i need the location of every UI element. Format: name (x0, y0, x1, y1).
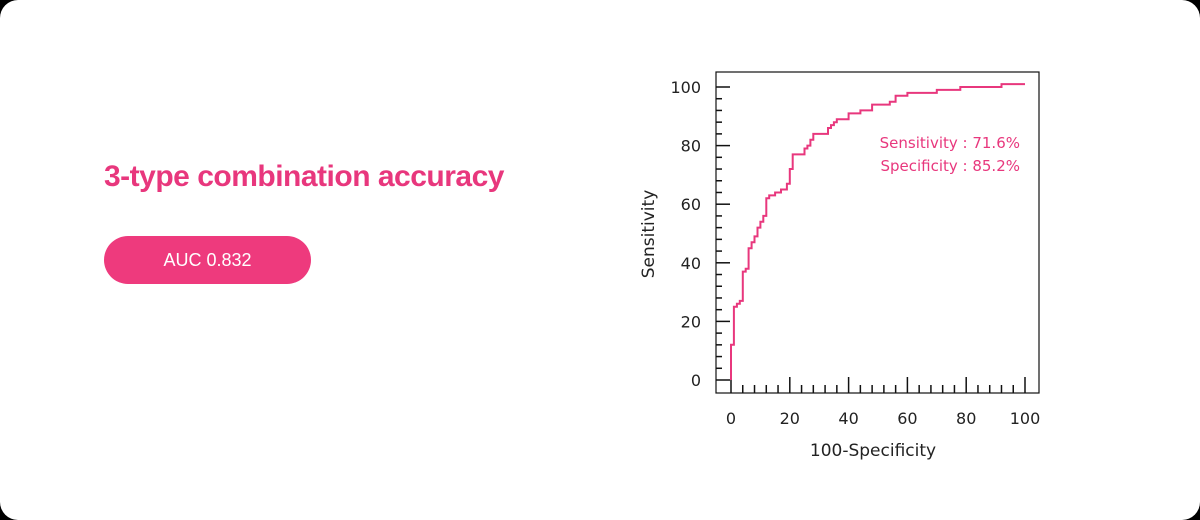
x-tick-label: 40 (838, 409, 858, 428)
y-tick-label: 0 (691, 371, 701, 390)
roc-curve (730, 83, 1025, 380)
x-tick-label: 60 (897, 409, 917, 428)
x-tick-label: 100 (1010, 409, 1041, 428)
roc-chart: 0 20 40 60 80 100 0 20 40 60 80 100 Sensitivity : 7… (639, 71, 1040, 461)
x-tick-label: 0 (726, 409, 736, 428)
annotation-sensitivity: Sensitivity : 71.6% (880, 134, 1020, 152)
plot-frame (715, 71, 1040, 394)
y-tick-label: 60 (681, 195, 701, 214)
tick-labels: 0 20 40 60 80 100 0 20 40 60 80 100 (670, 78, 1040, 428)
y-tick-label: 100 (670, 78, 701, 97)
x-axis-label: 100-Specificity (810, 441, 936, 461)
y-tick-label: 20 (681, 312, 701, 331)
y-tick-label: 40 (681, 254, 701, 273)
auc-badge: AUC 0.832 (104, 236, 311, 284)
axis-ticks (716, 86, 1026, 393)
y-axis-label: Sensitivity (639, 190, 659, 279)
y-tick-label: 80 (681, 137, 701, 156)
x-tick-label: 80 (956, 409, 976, 428)
x-tick-label: 20 (780, 409, 800, 428)
page-title: 3-type combination accuracy (104, 160, 504, 193)
annotation-specificity: Specificity : 85.2% (880, 157, 1020, 175)
